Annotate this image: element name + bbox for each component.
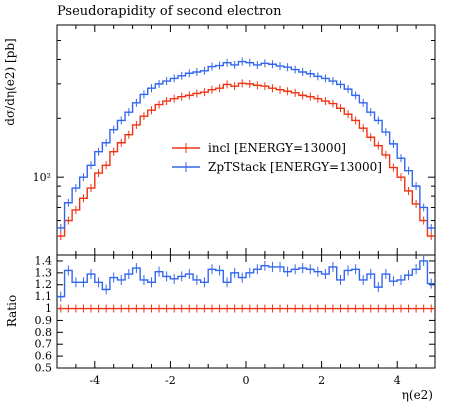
ratio-y-tick-label: 1 (45, 302, 52, 315)
ratio-y-tick-label: 1.3 (35, 266, 53, 279)
x-tick-label: 0 (243, 374, 250, 387)
main-axis-ticks: 10² (33, 24, 436, 256)
ratio-y-tick-label: 0.7 (35, 338, 53, 351)
ratio-y-tick-label: 1.2 (35, 278, 53, 291)
ratio-y-tick-label: 0.8 (35, 326, 53, 339)
ratio-axis-ticks: -4 -2 0 2 4 0.50.60.70.80.911.11.21.31.4 (35, 254, 436, 387)
ratio-y-tick-label: 0.9 (35, 314, 53, 327)
x-axis-label: η(e2) (402, 388, 433, 402)
ratio-y-tick-label: 0.6 (35, 350, 53, 363)
main-y-axis-label: dσ/dη(e2) [pb] (3, 38, 17, 125)
x-tick-label: -2 (165, 374, 176, 387)
main-plot-frame (56, 24, 436, 256)
main-series-group (57, 57, 435, 241)
ratio-y-tick-label: 1.1 (35, 290, 53, 303)
ratio-y-axis-label: Ratio (5, 295, 19, 327)
main-y-tick-label: 10² (33, 171, 51, 184)
chart-title: Pseudorapidity of second electron (57, 4, 282, 19)
ratio-y-tick-label: 0.5 (35, 362, 53, 375)
legend-label-incl: incl [ENERGY=13000] (208, 141, 346, 155)
ratio-y-tick-label: 1.4 (35, 254, 53, 267)
legend: incl [ENERGY=13000] ZpTStack [ENERGY=130… (172, 141, 382, 174)
x-tick-label: -4 (89, 374, 100, 387)
x-tick-label: 4 (394, 374, 401, 387)
x-tick-label: 2 (318, 374, 325, 387)
ratio-series-zptstack-line (57, 260, 435, 298)
legend-label-zptstack: ZpTStack [ENERGY=13000] (208, 160, 382, 174)
ratio-series-group (57, 255, 435, 313)
